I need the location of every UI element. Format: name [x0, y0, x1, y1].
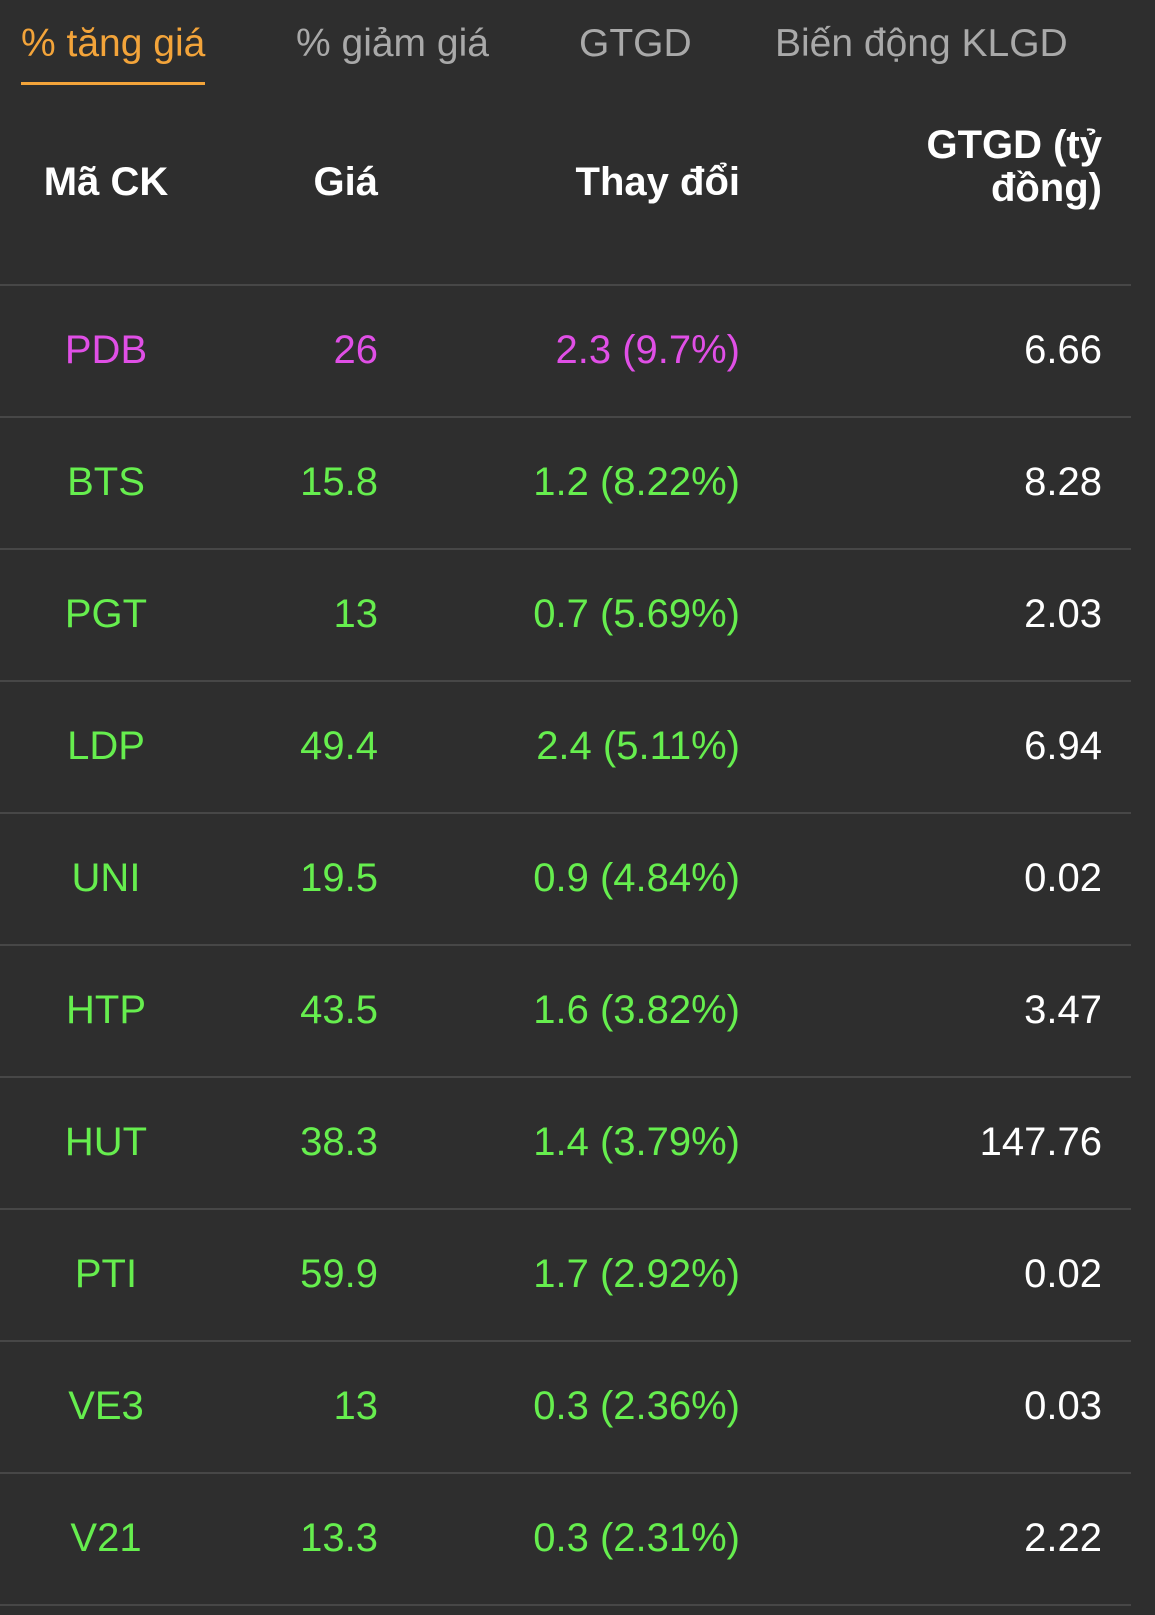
stock-code[interactable]: PDB — [64, 328, 148, 372]
row-divider — [0, 1472, 1131, 1474]
table-cell: 43.5 — [300, 988, 378, 1032]
table-cell: 3.47 — [1024, 988, 1102, 1032]
row-divider — [0, 1604, 1131, 1606]
table-cell: 6.66 — [1024, 328, 1102, 372]
column-header: GTGD (tỷ đồng) — [926, 123, 1102, 210]
table-cell: 8.28 — [1024, 460, 1102, 504]
tab[interactable]: % tăng giá — [21, 22, 206, 65]
table-cell: 2.3 (9.7%) — [555, 328, 740, 372]
tab[interactable]: % giảm giá — [296, 22, 489, 65]
table-cell: 59.9 — [300, 1252, 378, 1296]
row-divider — [0, 1208, 1131, 1210]
table-cell: 13.3 — [300, 1516, 378, 1560]
table-cell: 0.3 (2.36%) — [533, 1384, 740, 1428]
stock-code[interactable]: UNI — [71, 856, 141, 900]
table-cell: 0.9 (4.84%) — [533, 856, 740, 900]
table-cell: 0.02 — [1024, 1252, 1102, 1296]
table-cell: 38.3 — [300, 1120, 378, 1164]
table-cell: 0.7 (5.69%) — [533, 592, 740, 636]
tab[interactable]: Biến động KLGD — [775, 22, 1068, 65]
column-header: Giá — [313, 160, 378, 204]
table-cell: 13 — [333, 592, 379, 636]
table-cell: 1.4 (3.79%) — [533, 1120, 740, 1164]
table-cell: 1.2 (8.22%) — [533, 460, 740, 504]
tab-underline — [21, 82, 205, 85]
row-divider — [0, 812, 1131, 814]
table-cell: 0.3 (2.31%) — [533, 1516, 740, 1560]
table-cell: 1.7 (2.92%) — [533, 1252, 740, 1296]
table-cell: 2.22 — [1024, 1516, 1102, 1560]
table-cell: 147.76 — [979, 1120, 1102, 1164]
stock-code[interactable]: BTS — [67, 460, 145, 504]
tab[interactable]: GTGD — [579, 22, 692, 65]
column-header: Thay đổi — [575, 160, 740, 204]
stock-code[interactable]: HUT — [64, 1120, 148, 1164]
table-cell: 0.03 — [1024, 1384, 1102, 1428]
stock-code[interactable]: PGT — [64, 592, 148, 636]
stock-code[interactable]: PTI — [74, 1252, 138, 1296]
row-divider — [0, 944, 1131, 946]
row-divider — [0, 284, 1131, 286]
table-cell: 13 — [333, 1384, 379, 1428]
table-cell: 2.03 — [1024, 592, 1102, 636]
row-divider — [0, 680, 1131, 682]
row-divider — [0, 1076, 1131, 1078]
stock-code[interactable]: V21 — [70, 1516, 142, 1560]
column-header: Mã CK — [43, 160, 169, 204]
table-cell: 19.5 — [300, 856, 378, 900]
row-divider — [0, 1340, 1131, 1342]
stock-code[interactable]: HTP — [66, 988, 146, 1032]
row-divider — [0, 416, 1131, 418]
table-cell: 6.94 — [1024, 724, 1102, 768]
table-cell: 2.4 (5.11%) — [536, 724, 740, 768]
stock-code[interactable]: VE3 — [68, 1384, 144, 1428]
table-cell: 1.6 (3.82%) — [533, 988, 740, 1032]
table-cell: 49.4 — [300, 724, 378, 768]
table-cell: 26 — [333, 328, 379, 372]
table-cell: 15.8 — [300, 460, 378, 504]
row-divider — [0, 548, 1131, 550]
table-cell: 0.02 — [1024, 856, 1102, 900]
stock-code[interactable]: LDP — [67, 724, 145, 768]
